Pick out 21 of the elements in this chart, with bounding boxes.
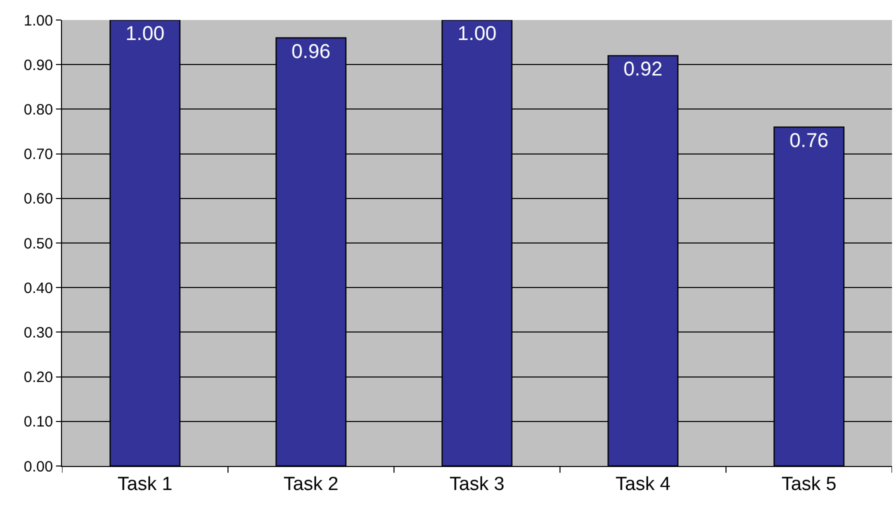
y-tick-label: 0.50 (24, 235, 53, 252)
data-label: 0.92 (624, 58, 662, 81)
y-tick-label: 0.20 (24, 369, 53, 386)
y-tick-label: 0.10 (24, 414, 53, 431)
y-tick-label: 0.60 (24, 190, 53, 208)
y-tick-label: 0.30 (24, 324, 53, 342)
x-tick-label: Task 2 (284, 474, 338, 495)
y-tick-label: 0.40 (24, 280, 53, 297)
y-tick-label: 0.90 (24, 56, 53, 74)
x-tick-label: Task 1 (118, 474, 172, 495)
data-label: 1.00 (458, 23, 496, 45)
data-label: 1.00 (126, 23, 164, 45)
y-tick-label: 0.00 (24, 458, 53, 476)
y-tick-label: 0.80 (24, 101, 53, 118)
data-label: 0.96 (292, 40, 330, 63)
x-tick-label: Task 4 (616, 474, 671, 495)
y-tick-label: 1.00 (24, 12, 53, 30)
x-tick-label: Task 3 (450, 474, 504, 495)
data-label: 0.76 (790, 130, 828, 152)
y-tick-label: 0.70 (24, 146, 53, 164)
x-tick-label: Task 5 (782, 474, 836, 495)
